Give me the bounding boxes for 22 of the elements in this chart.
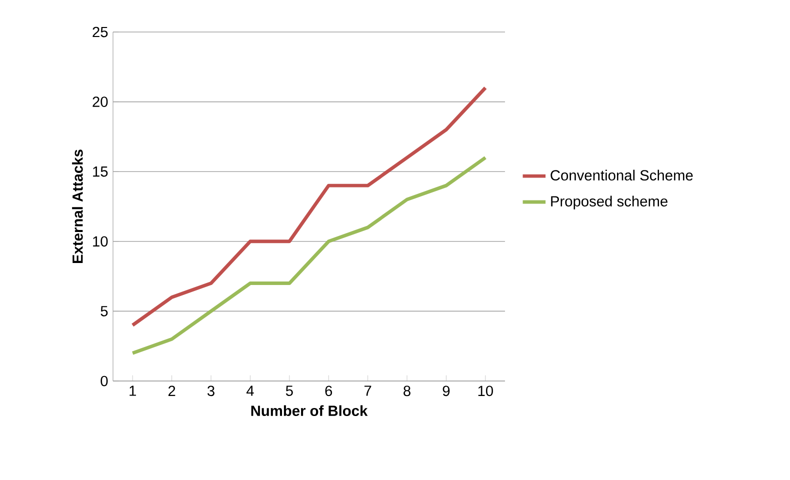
y-tick-label: 15	[93, 166, 108, 177]
x-tick-label: 6	[325, 386, 332, 396]
y-tick-label: 5	[100, 306, 108, 316]
x-tick-label: 3	[207, 386, 214, 396]
x-tick-label: 9	[442, 386, 450, 396]
x-tick-label: 8	[404, 386, 410, 396]
legend-label: Conventional Scheme	[550, 170, 693, 181]
y-tick-label: 10	[93, 236, 108, 247]
line-series	[130, 156, 488, 355]
y-tick-label: 20	[92, 96, 108, 107]
x-tick-label: 2	[168, 386, 176, 396]
x-tick-label: 10	[478, 386, 493, 396]
y-tick-label: 25	[92, 26, 108, 38]
x-tick-label: 1	[130, 386, 136, 396]
x-axis-title: Number of Block	[251, 405, 368, 416]
y-axis-title: External Attacks	[72, 150, 83, 263]
y-tick-label: 0	[100, 376, 108, 386]
legend-label: Proposed scheme	[551, 196, 668, 210]
x-tick-label: 7	[364, 386, 372, 396]
x-tick-label: 5	[286, 386, 293, 396]
x-tick-label: 4	[246, 386, 254, 396]
line-series	[130, 86, 488, 327]
